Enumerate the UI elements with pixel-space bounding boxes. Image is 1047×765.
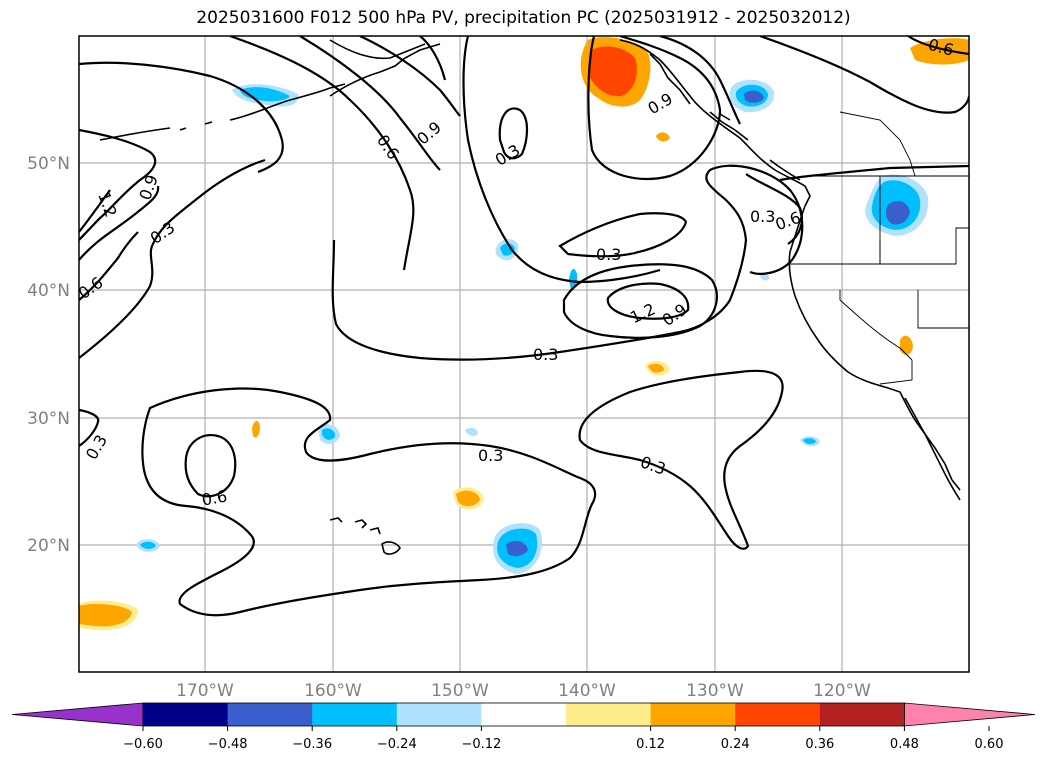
colorbar-tick-label: −0.36 xyxy=(292,737,332,752)
colorbar-tick-label: −0.12 xyxy=(461,737,501,752)
contour-label: 0.3 xyxy=(750,207,775,226)
lon-axis: 170°W 160°W 150°W 140°W 130°W 120°W xyxy=(176,681,871,701)
colorbar-segment xyxy=(650,703,736,726)
colorbar-frame xyxy=(142,702,905,727)
colorbar-tick-label: −0.24 xyxy=(377,737,417,752)
colorbar-segment xyxy=(227,703,313,726)
colorbar-segment xyxy=(396,703,482,726)
map-title: 2025031600 F012 500 hPa PV, precipitatio… xyxy=(196,8,851,28)
colorbar-extend-low xyxy=(11,702,144,727)
pv-contours xyxy=(79,36,969,617)
coastlines xyxy=(99,39,961,555)
colorbar-segment xyxy=(481,703,567,726)
colorbar-tick-label: 0.12 xyxy=(636,737,665,752)
contour-label: 0.3 xyxy=(478,446,503,465)
contour-label: 0.6 xyxy=(926,35,956,60)
colorbar-tick-label: −0.48 xyxy=(208,737,248,752)
colorbar: −0.60 −0.48 −0.36 −0.24 −0.12 0.12 0.24 0.36 0.4… xyxy=(11,702,1036,752)
precip-shading xyxy=(79,37,969,631)
lon-tick-label: 150°W xyxy=(431,681,489,701)
colorbar-tick-label: 0.36 xyxy=(805,737,834,752)
colorbar-segment xyxy=(312,703,398,726)
colorbar-tick-label: 0.24 xyxy=(721,737,750,752)
lon-tick-label: 170°W xyxy=(176,681,234,701)
lat-tick-label: 20°N xyxy=(27,536,70,556)
colorbar-extend-high xyxy=(904,702,1036,727)
lon-tick-label: 140°W xyxy=(558,681,616,701)
contour-label: 0.3 xyxy=(596,245,621,264)
colorbar-tick-label: 0.60 xyxy=(975,737,1004,752)
lat-axis: 50°N 40°N 30°N 20°N xyxy=(27,154,70,556)
political-boundaries xyxy=(790,111,969,385)
lat-tick-label: 40°N xyxy=(27,281,70,301)
contour-label: 0.3 xyxy=(533,345,558,364)
colorbar-segment xyxy=(819,703,905,726)
colorbar-segment xyxy=(566,703,652,726)
colorbar-tick-label: 0.48 xyxy=(890,737,919,752)
lon-tick-label: 120°W xyxy=(813,681,871,701)
lat-tick-label: 30°N xyxy=(27,409,70,429)
lat-tick-label: 50°N xyxy=(27,154,70,174)
colorbar-tick-label: −0.60 xyxy=(123,737,163,752)
lon-tick-label: 130°W xyxy=(686,681,744,701)
lon-tick-label: 160°W xyxy=(304,681,362,701)
map-frame xyxy=(78,35,970,673)
gridlines xyxy=(79,36,969,672)
colorbar-segment xyxy=(735,703,821,726)
contour-label: 0.6 xyxy=(200,486,228,509)
colorbar-segment xyxy=(143,703,229,726)
